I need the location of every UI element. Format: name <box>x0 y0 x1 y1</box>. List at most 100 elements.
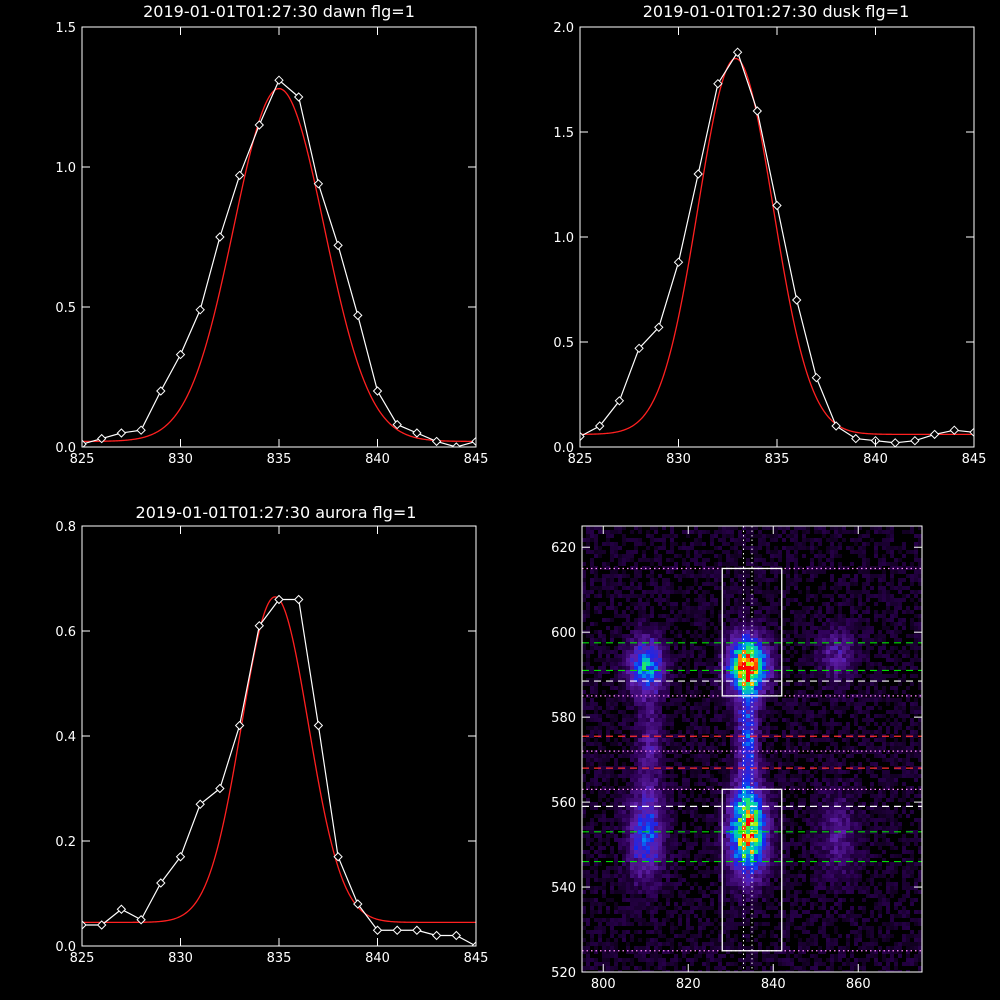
data-point <box>372 925 383 935</box>
heatmap-cell <box>914 794 918 798</box>
data-point <box>333 240 343 251</box>
heatmap-cell <box>810 622 814 626</box>
heatmap-cell <box>882 746 886 750</box>
heatmap-cell <box>634 662 638 666</box>
heatmap-cell <box>590 634 594 638</box>
heatmap-cell <box>862 678 866 682</box>
heatmap-cell <box>738 538 742 542</box>
heatmap-cell <box>714 782 718 786</box>
heatmap-cell <box>782 786 786 790</box>
heatmap-cell <box>890 546 894 550</box>
heatmap-cell <box>714 582 718 586</box>
heatmap-cell <box>630 594 634 598</box>
heatmap-cell <box>846 738 850 742</box>
heatmap-cell <box>658 722 662 726</box>
heatmap-cell <box>638 838 642 842</box>
heatmap-cell <box>754 782 758 786</box>
heatmap-cell <box>666 706 670 710</box>
heatmap-cell <box>838 554 842 558</box>
heatmap-cell <box>882 786 886 790</box>
heatmap-cell <box>646 806 650 810</box>
heatmap-cell <box>838 798 842 802</box>
heatmap-cell <box>650 798 654 802</box>
heatmap-cell <box>702 790 706 794</box>
heatmap-cell <box>842 642 846 646</box>
heatmap-cell <box>754 678 758 682</box>
heatmap-cell <box>690 530 694 534</box>
heatmap-cell <box>714 566 718 570</box>
heatmap-cell <box>850 802 854 806</box>
heatmap-cell <box>726 842 730 846</box>
heatmap-cell <box>850 630 854 634</box>
heatmap-cell <box>618 614 622 618</box>
heatmap-cell <box>642 730 646 734</box>
heatmap-cell <box>822 670 826 674</box>
heatmap-cell <box>602 774 606 778</box>
heatmap-cell <box>810 654 814 658</box>
heatmap-cell <box>810 822 814 826</box>
heatmap-cell <box>846 602 850 606</box>
heatmap-cell <box>622 822 626 826</box>
heatmap-cell <box>754 570 758 574</box>
heatmap-cell <box>734 682 738 686</box>
heatmap-cell <box>626 614 630 618</box>
heatmap-cell <box>586 606 590 610</box>
heatmap-cell <box>698 550 702 554</box>
heatmap-cell <box>862 742 866 746</box>
heatmap-cell <box>702 662 706 666</box>
heatmap-cell <box>586 838 590 842</box>
heatmap-cell <box>802 810 806 814</box>
heatmap-cell <box>626 606 630 610</box>
heatmap-cell <box>886 590 890 594</box>
heatmap-cell <box>738 790 742 794</box>
data-point <box>82 920 87 930</box>
heatmap-cell <box>738 578 742 582</box>
heatmap-cell <box>758 782 762 786</box>
heatmap-cell <box>626 738 630 742</box>
heatmap-cell <box>586 594 590 598</box>
heatmap-cell <box>614 670 618 674</box>
x-tick-label: 845 <box>464 452 489 467</box>
heatmap-cell <box>778 602 782 606</box>
heatmap-cell <box>678 686 682 690</box>
heatmap-cell <box>762 750 766 754</box>
heatmap-cell <box>718 770 722 774</box>
heatmap-cell <box>738 542 742 546</box>
heatmap-cell <box>910 674 914 678</box>
heatmap-cell <box>758 794 762 798</box>
heatmap-cell <box>626 794 630 798</box>
heatmap-cell <box>746 762 750 766</box>
heatmap-cell <box>658 754 662 758</box>
heatmap-cell <box>750 778 754 782</box>
heatmap-cell <box>626 722 630 726</box>
heatmap-cell <box>814 842 818 846</box>
heatmap-cell <box>730 586 734 590</box>
heatmap-cell <box>630 686 634 690</box>
heatmap-cell <box>710 786 714 790</box>
heatmap-cell <box>798 814 802 818</box>
heatmap-cell <box>634 778 638 782</box>
heatmap-cell <box>654 658 658 662</box>
heatmap-cell <box>638 558 642 562</box>
heatmap-cell <box>854 710 858 714</box>
heatmap-cell <box>754 702 758 706</box>
heatmap-cell <box>918 774 922 778</box>
heatmap-cell <box>762 782 766 786</box>
heatmap-cell <box>790 670 794 674</box>
heatmap-cell <box>914 606 918 610</box>
heatmap-cell <box>606 594 610 598</box>
heatmap-cell <box>762 710 766 714</box>
heatmap-cell <box>910 662 914 666</box>
heatmap-cell <box>798 838 802 842</box>
heatmap-cell <box>898 586 902 590</box>
heatmap-cell <box>914 842 918 846</box>
heatmap-cell <box>834 670 838 674</box>
heatmap-cell <box>866 750 870 754</box>
heatmap-cell <box>814 738 818 742</box>
heatmap-cell <box>886 842 890 846</box>
heatmap-cell <box>762 642 766 646</box>
heatmap-cell <box>598 718 602 722</box>
heatmap-cell <box>618 530 622 534</box>
heatmap-cell <box>790 630 794 634</box>
heatmap-cell <box>686 618 690 622</box>
